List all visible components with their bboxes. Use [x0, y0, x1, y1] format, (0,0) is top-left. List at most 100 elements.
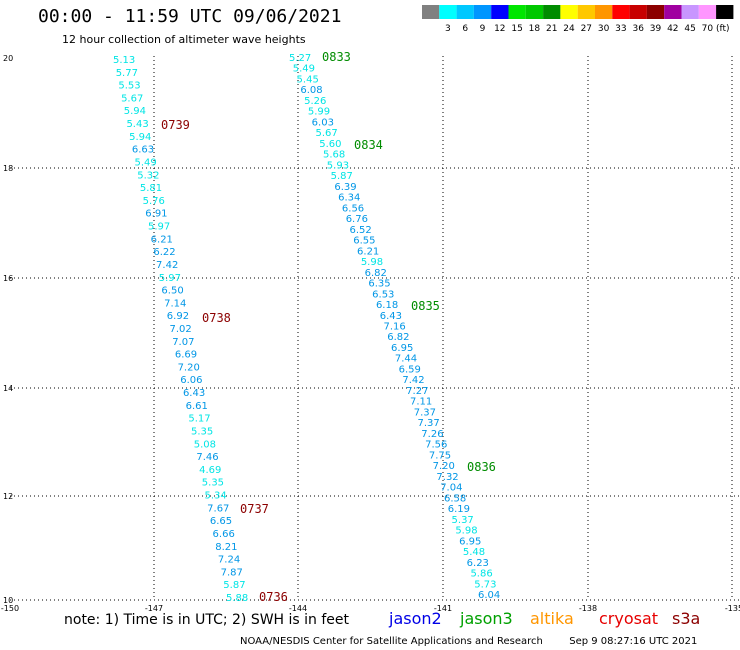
- wave-height-value: 6.03: [312, 117, 334, 128]
- legend-swatch: [612, 5, 630, 19]
- lat-tick-label: 16: [3, 274, 13, 283]
- pass-time-label: 0835: [411, 299, 440, 313]
- pass-time-label: 0834: [354, 138, 383, 152]
- wave-height-value: 5.43: [126, 119, 148, 130]
- pass-time-label: 0736: [259, 590, 288, 604]
- wave-height-value: 5.26: [304, 96, 326, 107]
- map-grid: [10, 56, 740, 601]
- pass-time-label: 0739: [161, 118, 190, 132]
- wave-height-value: 6.95: [391, 343, 413, 354]
- wave-height-value: 5.86: [470, 569, 492, 580]
- pass-time-label: 0738: [202, 311, 231, 325]
- wave-height-value: 5.34: [204, 491, 226, 502]
- wave-height-value: 7.16: [384, 322, 406, 333]
- lon-tick-label: -147: [145, 604, 163, 613]
- wave-height-value: 5.97: [148, 222, 170, 233]
- axis-ticks: -150 -147 -144 -141 -138 -135 20 18 16 14 12 10: [1, 54, 740, 613]
- footer-credit: NOAA/NESDIS Center for Satellite Applica…: [240, 636, 697, 647]
- legend-label: 42: [667, 24, 678, 34]
- wave-height-value: 5.94: [129, 132, 151, 143]
- wave-height-value: 5.53: [118, 81, 140, 92]
- wave-height-value: 5.93: [327, 160, 349, 171]
- wave-height-value: 5.76: [143, 196, 165, 207]
- wave-height-value: 5.27: [289, 53, 311, 64]
- wave-height-value: 5.98: [361, 257, 383, 268]
- legend-label: 45: [684, 24, 695, 34]
- wave-height-value: 5.94: [124, 106, 146, 117]
- lon-tick-label: -138: [579, 604, 597, 613]
- legend-label: 15: [511, 24, 522, 34]
- wave-height-value: 8.21: [215, 542, 237, 553]
- legend-label: 12: [494, 24, 505, 34]
- wave-height-value: 5.13: [113, 55, 135, 66]
- wave-height-value: 7.24: [218, 555, 240, 566]
- wave-height-value: 6.22: [153, 247, 175, 258]
- lat-tick-label: 10: [3, 596, 13, 605]
- wave-height-value: 6.43: [183, 388, 205, 399]
- wave-height-value: 7.42: [402, 375, 424, 386]
- wave-height-value: 5.97: [159, 273, 181, 284]
- page-subtitle: 12 hour collection of altimeter wave hei…: [62, 33, 306, 46]
- legend-label: 18: [529, 24, 541, 34]
- wave-height-value: 6.82: [387, 332, 409, 343]
- lat-tick-label: 14: [3, 384, 13, 393]
- legend-label: 27: [581, 24, 592, 34]
- legend-label: 9: [480, 24, 486, 34]
- legend-swatch: [716, 5, 734, 19]
- legend-swatch: [664, 5, 682, 19]
- wave-height-value: 6.61: [186, 401, 208, 412]
- wave-height-value: 6.58: [444, 493, 466, 504]
- wave-height-value: 7.56: [425, 440, 447, 451]
- wave-height-value: 7.75: [429, 450, 451, 461]
- color-legend: 3 6 9 12 15 18 21 24 27 30 33 36 39 42 45 70 (ft): [422, 5, 734, 34]
- legend-swatch: [698, 5, 717, 19]
- wave-height-value: 6.66: [213, 529, 235, 540]
- wave-height-value: 7.44: [395, 354, 417, 365]
- satellite-label: s3a: [672, 609, 701, 628]
- legend-swatch: [577, 5, 595, 19]
- legend-swatch: [629, 5, 647, 19]
- footer-note: note: 1) Time is in UTC; 2) SWH is in fe…: [64, 612, 350, 628]
- wave-height-value: 6.92: [167, 311, 189, 322]
- wave-height-value: 6.65: [210, 516, 232, 527]
- lon-tick-label: -141: [434, 604, 452, 613]
- lon-tick-label: -150: [1, 604, 19, 613]
- legend-swatch: [560, 5, 578, 19]
- wave-height-value: 5.81: [140, 183, 162, 194]
- wave-height-value: 6.21: [151, 234, 173, 245]
- wave-height-value: 5.77: [116, 68, 138, 79]
- wave-height-value: 6.55: [353, 236, 375, 247]
- wave-height-value: 6.82: [365, 268, 387, 279]
- legend-label: 70: [702, 24, 714, 34]
- lon-tick-label: -144: [289, 604, 307, 613]
- credit-text: NOAA/NESDIS Center for Satellite Applica…: [240, 636, 543, 647]
- wave-height-value: 6.53: [372, 289, 394, 300]
- wave-height-value: 6.69: [175, 350, 197, 361]
- wave-height-value: 5.35: [191, 426, 213, 437]
- wave-height-value: 5.45: [297, 74, 319, 85]
- wave-height-value: 7.87: [221, 567, 243, 578]
- wave-height-value: 5.35: [202, 478, 224, 489]
- legend-label: 21: [546, 24, 557, 34]
- wave-height-value: 6.52: [349, 225, 371, 236]
- timestamp: Sep 9 08:27:16 UTC 2021: [569, 636, 698, 647]
- legend-label: 36: [632, 24, 644, 34]
- wave-height-value: 5.60: [319, 139, 341, 150]
- wave-height-value: 6.76: [346, 214, 368, 225]
- wave-height-value: 6.21: [357, 246, 379, 257]
- wave-height-value: 7.04: [440, 483, 462, 494]
- legend-swatch: [473, 5, 492, 19]
- wave-height-value: 7.14: [164, 298, 186, 309]
- satellite-label: altika: [530, 609, 574, 628]
- wave-height-value: 6.50: [161, 286, 183, 297]
- wave-height-value: 5.32: [137, 170, 159, 181]
- satellite-label: jason2: [389, 609, 442, 628]
- lat-tick-label: 12: [3, 492, 13, 501]
- legend-label: 39: [650, 24, 662, 34]
- wave-height-value: 5.87: [223, 580, 245, 591]
- legend-swatch: [491, 5, 509, 19]
- wave-height-value: 6.18: [376, 300, 398, 311]
- wave-height-value: 7.26: [421, 429, 443, 440]
- wave-height-value: 6.34: [338, 193, 360, 204]
